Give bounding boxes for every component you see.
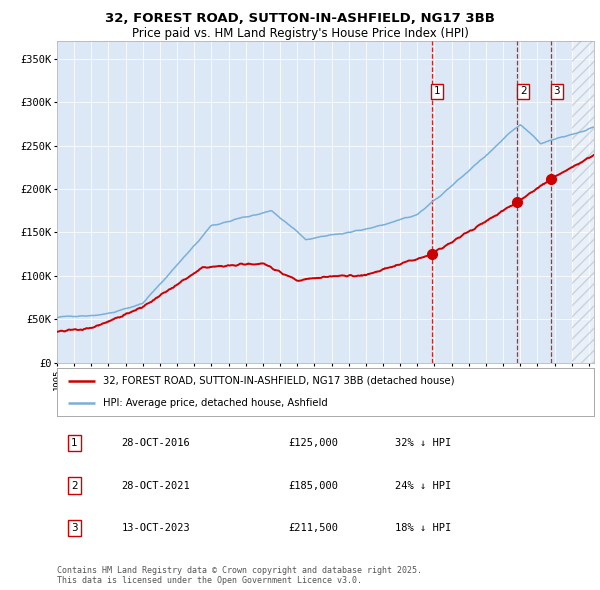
Text: 18% ↓ HPI: 18% ↓ HPI: [395, 523, 452, 533]
Text: £125,000: £125,000: [288, 438, 338, 448]
Text: HPI: Average price, detached house, Ashfield: HPI: Average price, detached house, Ashf…: [103, 398, 328, 408]
Text: 1: 1: [434, 86, 441, 96]
Text: 3: 3: [71, 523, 77, 533]
Text: Contains HM Land Registry data © Crown copyright and database right 2025.
This d: Contains HM Land Registry data © Crown c…: [57, 566, 422, 585]
Text: 1: 1: [71, 438, 77, 448]
Text: Price paid vs. HM Land Registry's House Price Index (HPI): Price paid vs. HM Land Registry's House …: [131, 27, 469, 40]
Text: 13-OCT-2023: 13-OCT-2023: [121, 523, 190, 533]
Text: 2: 2: [520, 86, 527, 96]
Text: £211,500: £211,500: [288, 523, 338, 533]
Text: 2: 2: [71, 481, 77, 490]
Text: 24% ↓ HPI: 24% ↓ HPI: [395, 481, 452, 490]
Text: 28-OCT-2016: 28-OCT-2016: [121, 438, 190, 448]
Text: 3: 3: [554, 86, 560, 96]
Text: 32, FOREST ROAD, SUTTON-IN-ASHFIELD, NG17 3BB (detached house): 32, FOREST ROAD, SUTTON-IN-ASHFIELD, NG1…: [103, 376, 454, 386]
Text: 32% ↓ HPI: 32% ↓ HPI: [395, 438, 452, 448]
Text: 28-OCT-2021: 28-OCT-2021: [121, 481, 190, 490]
Text: 32, FOREST ROAD, SUTTON-IN-ASHFIELD, NG17 3BB: 32, FOREST ROAD, SUTTON-IN-ASHFIELD, NG1…: [105, 12, 495, 25]
Text: £185,000: £185,000: [288, 481, 338, 490]
